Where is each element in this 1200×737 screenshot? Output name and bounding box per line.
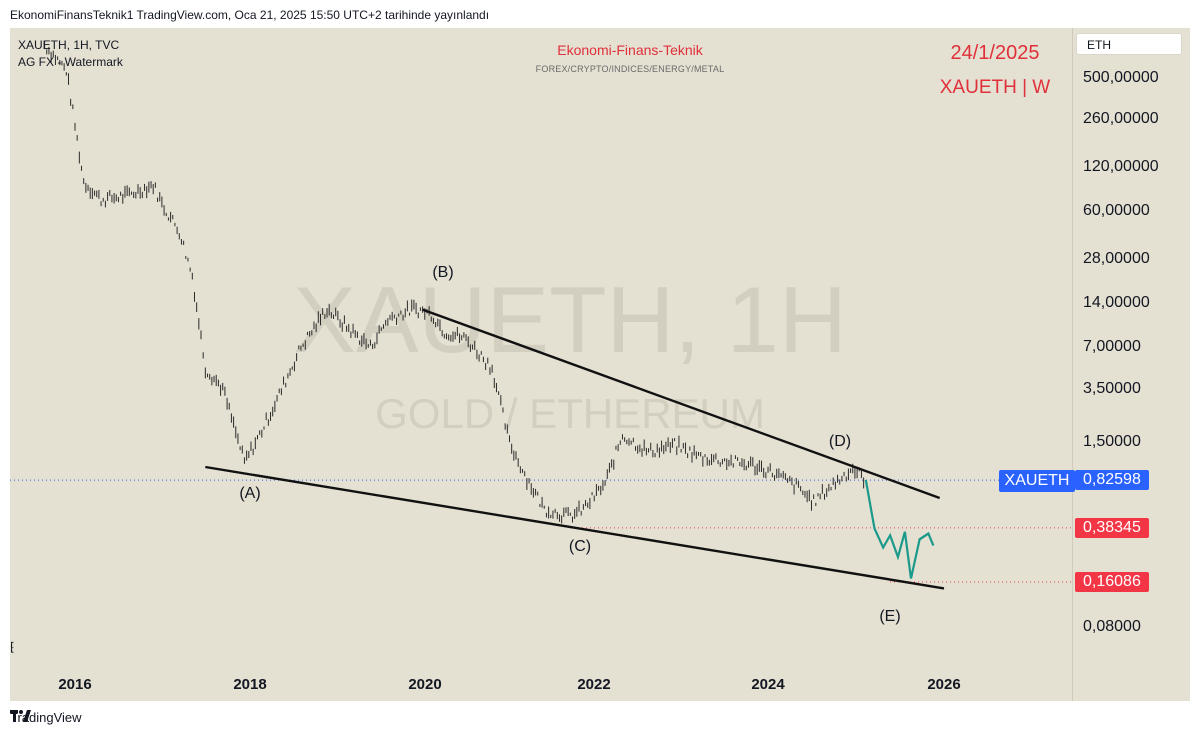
y-tick: 1,50000 — [1083, 433, 1141, 450]
legend-indicator[interactable]: AG FX - Watermark — [18, 55, 123, 69]
tradingview-footer[interactable]: TradingView — [10, 710, 82, 725]
wave-label-b: (B) — [432, 264, 454, 281]
chart-area[interactable]: XAUETH, 1H GOLD / ETHEREUM XAUETH, 1H, T… — [10, 28, 1190, 701]
y-tick: 60,00000 — [1083, 202, 1150, 219]
price-chart[interactable] — [10, 28, 1190, 701]
trendline-lower — [205, 465, 945, 590]
y-tick: 28,00000 — [1083, 250, 1150, 267]
y-tick: 0,08000 — [1083, 618, 1141, 635]
y-tick: 260,00000 — [1083, 110, 1159, 127]
wave-label-c: (C) — [568, 538, 592, 555]
tradingview-logo-icon — [10, 710, 31, 722]
wave-label-d: (D) — [828, 433, 852, 450]
watermark-description: GOLD / ETHEREUM — [375, 390, 765, 437]
pair-note: XAUETH | W — [939, 77, 1051, 98]
watermark-symbol: XAUETH, 1H — [293, 267, 847, 372]
x-tick: 2016 — [58, 676, 92, 693]
trendline-upper — [422, 308, 941, 500]
y-tick: 7,00000 — [1083, 338, 1141, 355]
date-note: 24/1/2025 — [950, 42, 1040, 64]
price-level-badge: 0,38345 — [1075, 518, 1149, 538]
x-tick: 2018 — [233, 676, 267, 693]
projection-arrowhead — [918, 531, 935, 546]
wave-label-e: (E) — [879, 608, 901, 625]
x-tick: 2020 — [408, 676, 442, 693]
x-tick: 2024 — [751, 676, 785, 693]
y-tick: 14,00000 — [1083, 294, 1150, 311]
wave-label-a: (A) — [239, 485, 261, 502]
x-tick: 2026 — [927, 676, 961, 693]
projection-path — [864, 479, 929, 579]
brand-title: Ekonomi-Finans-Teknik — [557, 42, 703, 58]
current-price-badge: 0,82598 — [1075, 470, 1149, 490]
symbol-price-tag: XAUETH — [999, 470, 1075, 492]
brand-subtitle: FOREX/CRYPTO/INDICES/ENERGY/METAL — [535, 64, 725, 74]
y-tick: 3,50000 — [1083, 380, 1141, 397]
published-line: EkonomiFinansTeknik1 TradingView.com, Oc… — [10, 8, 490, 22]
legend-symbol[interactable]: XAUETH, 1H, TVC — [18, 38, 120, 52]
y-tick: 500,00000 — [1083, 69, 1159, 86]
y-tick: 120,00000 — [1083, 158, 1159, 175]
price-axis-separator — [1072, 28, 1073, 701]
bracket-icon[interactable]: ⁅ — [10, 640, 15, 654]
currency-button[interactable]: ETH — [1076, 33, 1182, 55]
x-tick: 2022 — [577, 676, 611, 693]
price-level-badge: 0,16086 — [1075, 572, 1149, 592]
